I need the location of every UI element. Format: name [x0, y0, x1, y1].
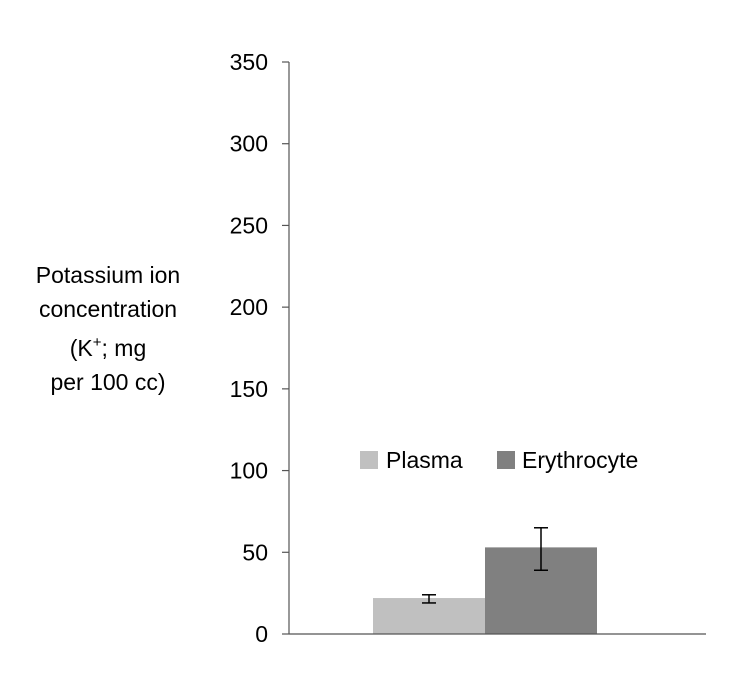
- legend-swatch-erythrocyte: [497, 451, 515, 469]
- y-axis-label-line-2: concentration: [38, 296, 178, 322]
- y-axis-label-unit: ; mg: [101, 335, 147, 361]
- y-tick-label: 50: [242, 539, 268, 565]
- y-tick-label: 300: [230, 131, 268, 157]
- y-tick-label: 150: [230, 376, 268, 402]
- y-axis-label-k: (K: [69, 335, 93, 361]
- y-axis-label-line-4: per 100 cc): [50, 369, 166, 395]
- y-tick-label: 200: [230, 294, 268, 320]
- y-axis-label-superscript: +: [92, 334, 102, 351]
- legend-label-plasma: Plasma: [386, 447, 463, 473]
- y-tick-label: 250: [230, 212, 268, 238]
- y-axis-label-line-3: (K+; mg: [8, 326, 208, 365]
- y-axis-label-line-1: Potassium ion: [35, 262, 181, 288]
- y-axis-label: Potassium ion concentration (K+; mg per …: [8, 258, 208, 399]
- y-tick-label: 350: [230, 49, 268, 75]
- y-tick-label: 100: [230, 458, 268, 484]
- y-tick-label: 0: [255, 621, 268, 647]
- bar-plasma: [373, 598, 485, 634]
- legend-label-erythrocyte: Erythrocyte: [522, 447, 638, 473]
- legend-swatch-plasma: [360, 451, 378, 469]
